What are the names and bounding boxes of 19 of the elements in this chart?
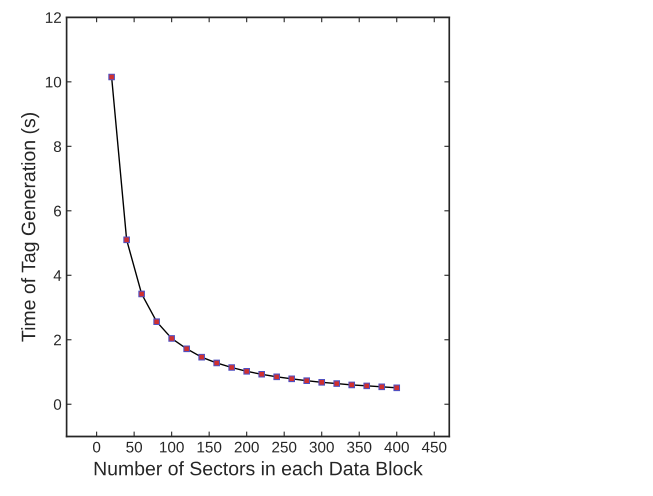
x-tick-label: 50 [126,442,142,453]
y-tick-label: 6 [54,206,62,216]
x-tick-label: 350 [347,442,372,453]
y-tick-label: 4 [54,270,62,281]
x-tick-label: 250 [272,442,296,453]
x-tick-label: 100 [160,442,184,453]
x-tick-label: 300 [310,442,334,453]
y-tick-label: 10 [46,76,62,88]
y-tick-label: 12 [46,12,61,23]
y-tick-label: 0 [54,399,62,410]
x-tick-label: 150 [198,442,222,453]
x-tick-label: 200 [234,442,259,453]
y-axis-title: Time of Tag Generation (s) [21,113,40,342]
x-axis-title: Number of Sectors in each Data Block [94,461,423,476]
x-tick-label: 400 [384,442,409,453]
y-tick-label: 2 [54,334,61,346]
x-tick-label: 0 [92,442,100,453]
y-tick-label: 8 [54,141,62,152]
x-tick-label: 450 [422,442,446,453]
